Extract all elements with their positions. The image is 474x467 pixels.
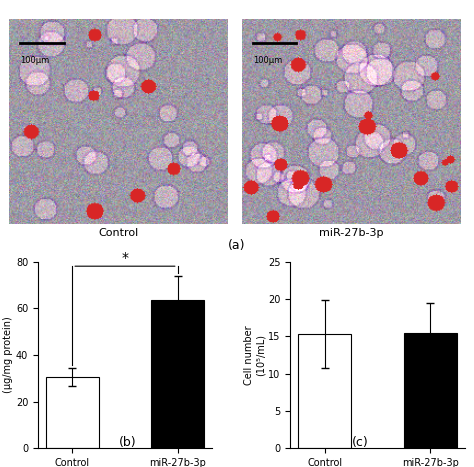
Bar xyxy=(298,334,351,448)
Text: (b): (b) xyxy=(119,436,137,449)
Title: Control: Control xyxy=(99,228,138,239)
Y-axis label: Cell number
(10⁵/mL): Cell number (10⁵/mL) xyxy=(244,325,265,385)
Text: (c): (c) xyxy=(352,436,369,449)
Y-axis label: TG contents
(μg/mg protein): TG contents (μg/mg protein) xyxy=(0,317,13,393)
Bar xyxy=(404,333,456,448)
Text: (a): (a) xyxy=(228,239,246,252)
Text: *: * xyxy=(121,251,128,265)
Bar xyxy=(151,300,204,448)
Text: 100μm: 100μm xyxy=(20,56,50,64)
Text: 100μm: 100μm xyxy=(253,56,282,64)
Title: miR-27b-3p: miR-27b-3p xyxy=(319,228,383,239)
Bar xyxy=(46,377,99,448)
